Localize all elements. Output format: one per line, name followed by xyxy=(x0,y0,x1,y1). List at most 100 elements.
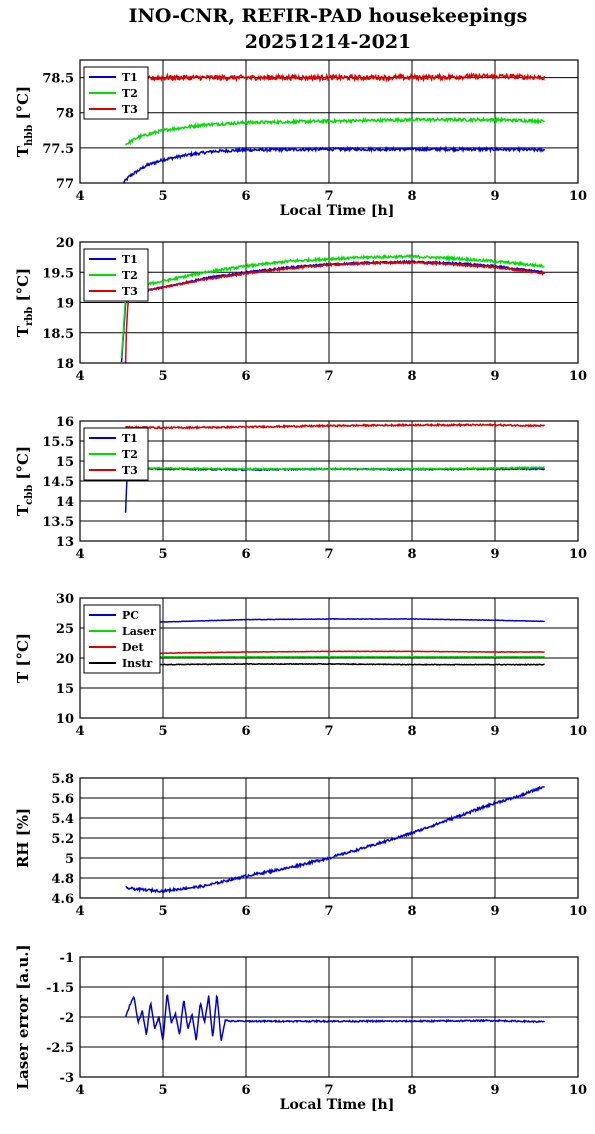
legend-entry: T1 xyxy=(122,432,138,445)
plot-frame xyxy=(79,597,579,719)
y-tick-label: -2.5 xyxy=(46,1041,74,1056)
x-tick-label: 6 xyxy=(241,189,250,204)
plot-frame xyxy=(79,420,579,542)
y-tick-label: 15 xyxy=(56,682,74,697)
x-tick-label: 9 xyxy=(490,369,499,384)
y-tick-label: 20 xyxy=(56,652,74,667)
y-axis-label: T [°C] xyxy=(14,633,32,683)
panel-6: -3 -2.5 -2 -1.5 -1 4 5 6 7 8 9 10 Local Time [h] Lase… xyxy=(14,944,587,1113)
x-tick-label: 6 xyxy=(241,904,250,919)
legend-entry: T2 xyxy=(122,87,138,100)
x-tick-label: 9 xyxy=(490,189,499,204)
legend-entry: Instr xyxy=(122,657,152,670)
legend: PC Laser Det Instr xyxy=(83,604,161,674)
y-tick-label: 13 xyxy=(56,535,74,550)
x-tick-label: 10 xyxy=(569,1083,587,1098)
legend-entry: T1 xyxy=(122,71,138,84)
plot-frame xyxy=(79,59,579,184)
y-tick-label: 19 xyxy=(56,297,74,312)
y-tick-label: 77.5 xyxy=(42,142,74,157)
series-line-t2 xyxy=(124,465,546,478)
series-line-laser xyxy=(125,655,545,658)
x-tick-label: 8 xyxy=(407,547,416,562)
y-tick-label: 10 xyxy=(56,712,74,727)
x-axis-label: Local Time [h] xyxy=(280,1097,395,1113)
x-tick-label: 4 xyxy=(75,547,84,562)
y-tick-label: 16 xyxy=(56,415,74,430)
legend-entry: Det xyxy=(122,641,145,654)
x-tick-label: 4 xyxy=(75,369,84,384)
y-tick-label: 15 xyxy=(56,455,74,470)
series-line-t2 xyxy=(124,116,545,146)
x-tick-label: 8 xyxy=(407,189,416,204)
x-tick-label: 10 xyxy=(569,904,587,919)
legend-entry: T1 xyxy=(122,253,138,266)
series-line-t1 xyxy=(122,145,546,184)
y-tick-label: 15.5 xyxy=(42,435,74,450)
y-tick-label: 25 xyxy=(56,622,74,637)
series-line-data xyxy=(124,994,546,1041)
y-tick-label: -3 xyxy=(60,1071,74,1086)
x-tick-label: 4 xyxy=(75,189,84,204)
plot-frame xyxy=(79,777,579,899)
panel-5: 4.6 4.8 5 5.2 5.4 5.6 5.8 4 5 6 7 8 9 10 RH [%] xyxy=(14,772,587,919)
x-tick-label: 10 xyxy=(569,547,587,562)
legend-entry: T2 xyxy=(122,269,138,282)
legend: T1 T2 T3 xyxy=(83,66,149,120)
series-line-instr xyxy=(125,662,545,667)
legend-entry: T3 xyxy=(122,285,138,298)
x-tick-label: 10 xyxy=(569,369,587,384)
x-tick-label: 6 xyxy=(241,369,250,384)
y-tick-label: 5.2 xyxy=(51,832,74,847)
x-tick-label: 7 xyxy=(324,189,333,204)
y-axis-label: RH [%] xyxy=(14,808,32,868)
x-tick-label: 6 xyxy=(241,547,250,562)
legend-entry: T3 xyxy=(122,464,138,477)
series-line-t3 xyxy=(120,71,546,86)
y-tick-label: 4.8 xyxy=(51,872,74,887)
y-tick-label: 14 xyxy=(56,495,74,510)
y-tick-label: 78 xyxy=(56,107,74,122)
y-tick-label: 5 xyxy=(65,852,74,867)
y-tick-label: 30 xyxy=(56,592,74,607)
plot-frame xyxy=(79,956,579,1078)
y-tick-label: -1.5 xyxy=(46,981,74,996)
legend-entry: T2 xyxy=(122,448,138,461)
series-line-t1 xyxy=(124,466,546,513)
y-tick-label: 5.8 xyxy=(51,772,74,787)
series-line-det xyxy=(125,650,545,656)
x-axis-label: Local Time [h] xyxy=(280,203,395,219)
legend-entry: Laser xyxy=(122,625,156,638)
legend-entry: T3 xyxy=(122,103,138,116)
legend: T1 T2 T3 xyxy=(83,427,149,481)
y-tick-label: 78.5 xyxy=(42,72,74,87)
panel-2: 18 18.5 19 19.5 20 4 5 6 7 8 9 10 Trbb [°C] T1 T2 T3 xyxy=(14,236,587,384)
y-tick-label: 18.5 xyxy=(42,327,74,342)
x-tick-label: 4 xyxy=(75,724,84,739)
panel-4: 10 15 20 25 30 4 5 6 7 8 9 10 T [°C] PC Laser Det Instr xyxy=(14,592,587,739)
x-tick-label: 7 xyxy=(324,904,333,919)
legend-entry: PC xyxy=(122,609,139,622)
x-tick-label: 5 xyxy=(158,724,167,739)
y-tick-label: 13.5 xyxy=(42,515,74,530)
y-tick-label: -2 xyxy=(60,1011,74,1026)
y-axis-label: Trbb [°C] xyxy=(14,268,35,337)
x-tick-label: 8 xyxy=(407,369,416,384)
y-axis-label: Tcbb [°C] xyxy=(14,446,35,516)
plot-frame xyxy=(79,241,579,364)
series-line-data xyxy=(125,785,545,894)
x-tick-label: 7 xyxy=(324,1083,333,1098)
figure-title-line1: INO-CNR, REFIR-PAD housekeepings xyxy=(129,5,528,27)
legend: T1 T2 T3 xyxy=(83,248,149,302)
series-line-t3 xyxy=(124,260,545,364)
x-tick-label: 5 xyxy=(158,1083,167,1098)
y-axis-label: Thbb [°C] xyxy=(14,86,35,157)
y-tick-label: 20 xyxy=(56,236,74,251)
x-tick-label: 8 xyxy=(407,904,416,919)
series-line-t2 xyxy=(120,253,545,358)
y-tick-label: 18 xyxy=(56,357,74,372)
x-tick-label: 9 xyxy=(490,547,499,562)
